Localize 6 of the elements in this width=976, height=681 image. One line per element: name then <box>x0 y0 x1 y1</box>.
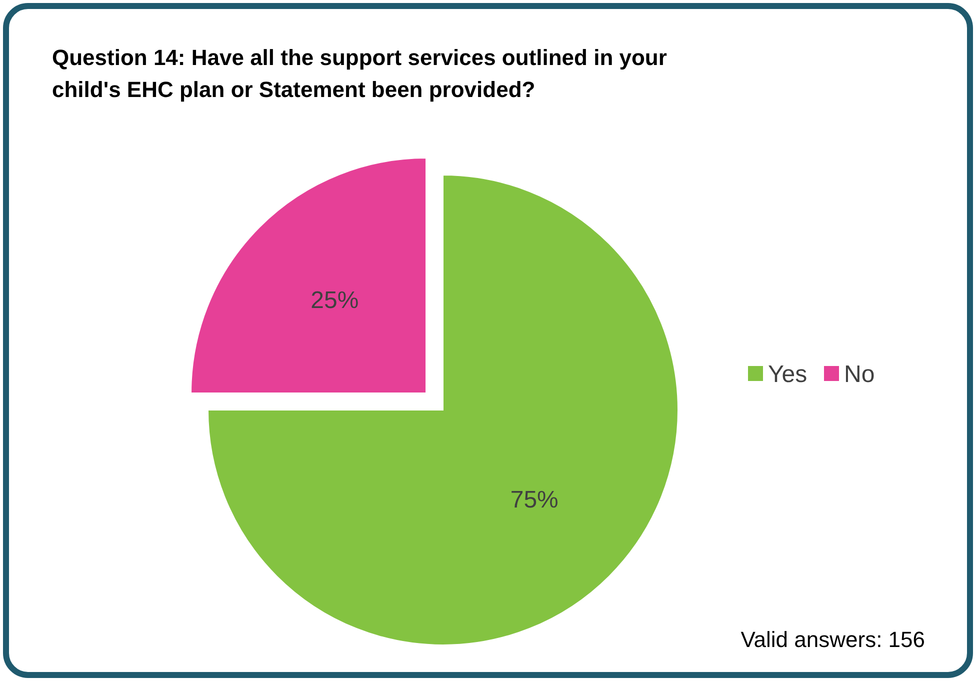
data-label: 75% <box>510 486 558 514</box>
legend-label: No <box>844 361 875 388</box>
chart-title: Question 14: Have all the support services outlined in your child's EHC plan or Statement been provided? <box>52 45 668 102</box>
data-label: 25% <box>310 286 359 314</box>
text: Valid answers: 156 <box>740 627 925 652</box>
legend-label: Yes <box>768 361 808 388</box>
